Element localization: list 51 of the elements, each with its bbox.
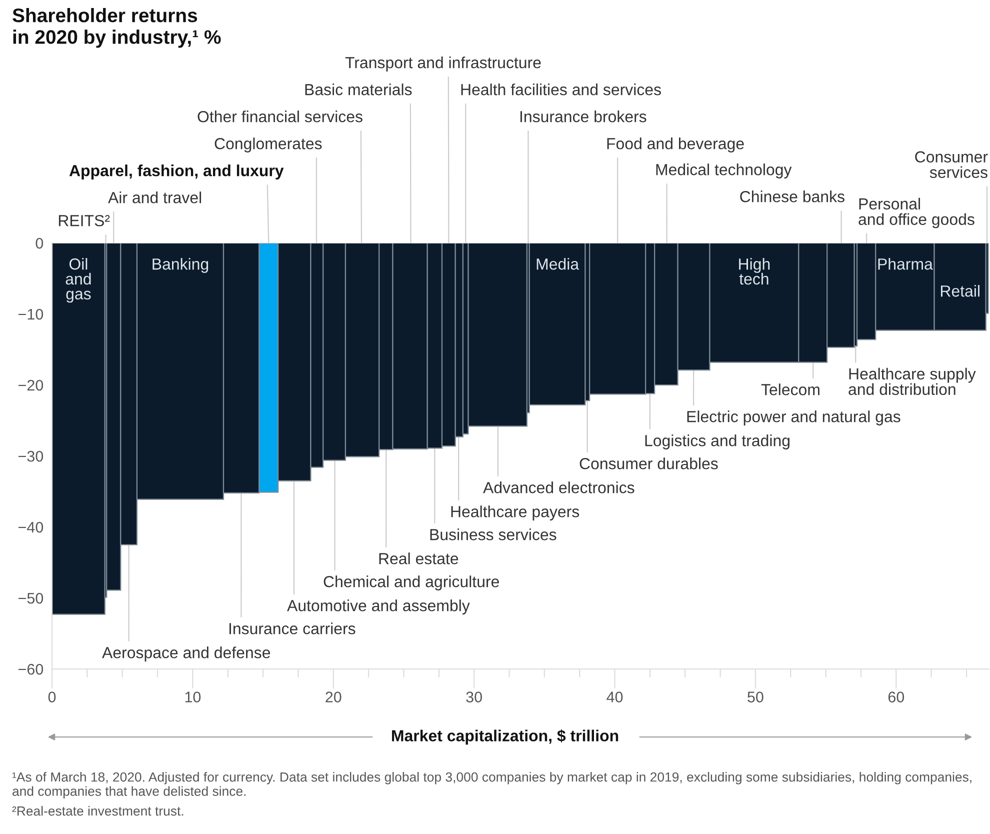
text: ¹As of March 18, 2020. Adjusted for currency. Data set includes global top 3,000 companies by market cap in 2019, excluding some subsidiaries, holding companies, and companies that have delisted since. (12, 772, 972, 799)
annotation: Insurance brokers (520, 110, 646, 122)
annotation: Insurance carriers (229, 622, 356, 634)
annotation: Food and beverage (607, 138, 744, 152)
x-axis-title: Market capitalization, $ trillion (392, 729, 618, 745)
annotation: Business services (430, 528, 556, 540)
chart-title: Shareholder returns in 2020 by industry,¹ % (12, 8, 221, 48)
y-tick-label: −10 (18, 308, 44, 320)
annotation: Pharma (878, 258, 933, 270)
annotation: Logistics and trading (645, 434, 790, 450)
x-tick-label: 50 (748, 692, 764, 702)
annotation: Apparel, fashion, and luxury (69, 164, 284, 180)
annotation: Other financial services (198, 110, 362, 122)
annotation: Advanced electronics (483, 482, 634, 494)
annotation: Telecom (761, 384, 820, 396)
annotation: Transport and infrastructure (345, 56, 541, 72)
x-tick-label: 30 (466, 692, 482, 702)
annotation: Conglomerates (214, 138, 322, 152)
x-tick-label: 10 (185, 692, 201, 702)
annotation: Basic materials (305, 84, 412, 96)
annotation: Medical technology (656, 164, 792, 178)
x-tick-label: 40 (606, 692, 623, 702)
annotation: Air and travel (108, 192, 202, 204)
x-tick-label: 20 (326, 692, 342, 702)
x-tick-label: 0 (48, 692, 56, 702)
annotation: Personal and office goods (858, 198, 974, 228)
annotation: Aerospace and defense (102, 646, 270, 662)
annotation: Oil and gas (66, 258, 91, 303)
annotation: Consumer services (915, 151, 988, 178)
annotation: Health facilities and services (461, 84, 661, 96)
y-tick-label: 0 (36, 238, 44, 249)
annotation: REITS² (58, 214, 110, 226)
y-tick-label: −20 (18, 380, 44, 391)
annotation: Real estate (379, 552, 458, 564)
y-tick-label: −60 (18, 664, 44, 675)
annotation: Healthcare payers (451, 506, 580, 520)
annotation: Media (536, 258, 580, 270)
y-tick-label: −50 (18, 592, 44, 604)
text: ²Real-estate investment trust. (12, 806, 184, 816)
annotation: High tech (739, 258, 770, 285)
y-tick-label: −30 (18, 450, 44, 462)
annotation: Electric power and natural gas (687, 410, 900, 426)
annotation: Consumer durables (580, 458, 718, 470)
annotation: Automotive and assembly (287, 600, 470, 614)
annotation: Chinese banks (740, 190, 844, 202)
x-tick-label: 60 (888, 692, 904, 702)
annotation: Banking (152, 258, 208, 273)
annotation: Healthcare supply and distribution (848, 368, 976, 396)
annotation: Chemical and agriculture (324, 576, 499, 590)
y-tick-label: −40 (18, 522, 44, 533)
annotation: Retail (940, 285, 980, 297)
